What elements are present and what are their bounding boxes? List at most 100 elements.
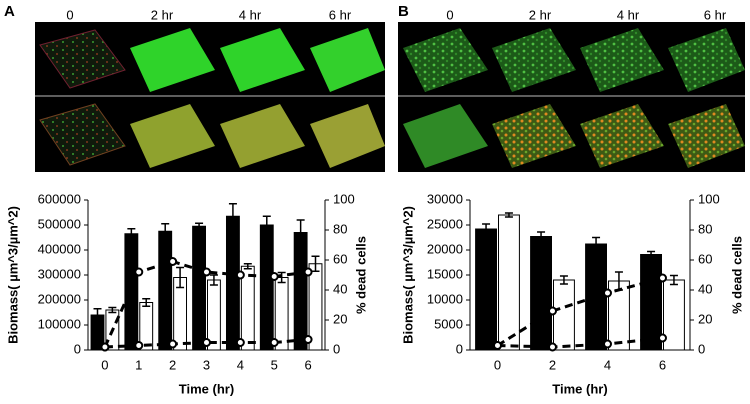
bar bbox=[530, 236, 552, 351]
error-bar bbox=[176, 266, 185, 289]
x-tick-label: 4 bbox=[237, 357, 244, 372]
bar bbox=[640, 254, 662, 351]
marker bbox=[303, 267, 313, 277]
column-header: 0 bbox=[446, 7, 453, 22]
marker bbox=[202, 267, 211, 277]
y-tick-label: 400000 bbox=[38, 241, 81, 256]
error-bar bbox=[228, 203, 237, 230]
x-tick-label: 0 bbox=[494, 357, 501, 372]
marker bbox=[269, 338, 279, 347]
marker bbox=[100, 342, 110, 352]
column-header: 2 hr bbox=[151, 7, 174, 22]
y2-tick-label: 100 bbox=[333, 191, 355, 206]
bar bbox=[124, 233, 139, 351]
x-tick-label: 4 bbox=[604, 357, 611, 372]
y-tick-label: 30000 bbox=[427, 191, 463, 206]
bar bbox=[259, 224, 274, 351]
y2-tick-label: 40 bbox=[698, 281, 712, 296]
marker bbox=[168, 257, 178, 266]
y2-tick-label: 20 bbox=[698, 311, 712, 326]
y-tick-label: 0 bbox=[74, 341, 81, 356]
y-tick-label: 100000 bbox=[38, 316, 81, 331]
error-bar bbox=[296, 219, 305, 246]
marker bbox=[134, 341, 144, 350]
image-panel-b bbox=[398, 22, 745, 172]
y-tick-label: 500000 bbox=[38, 216, 81, 231]
y2-tick-label: 40 bbox=[333, 281, 347, 296]
column-header: 4 hr bbox=[617, 7, 640, 22]
y-tick-label: 15000 bbox=[427, 266, 463, 281]
marker bbox=[235, 270, 245, 280]
column-header: 6 hr bbox=[704, 7, 727, 22]
y2-tick-label: 60 bbox=[698, 251, 712, 266]
error-bar bbox=[195, 222, 204, 230]
error-bar bbox=[243, 263, 252, 270]
bar bbox=[192, 225, 207, 351]
error-bar bbox=[161, 223, 170, 240]
bar bbox=[225, 215, 240, 351]
error-bar bbox=[482, 223, 491, 235]
marker bbox=[493, 341, 502, 350]
column-header: 6 hr bbox=[329, 7, 352, 22]
bar bbox=[158, 230, 173, 351]
x-tick-label: 1 bbox=[135, 357, 142, 372]
y-tick-label: 0 bbox=[456, 341, 463, 356]
x-axis-label: Time (hr) bbox=[179, 381, 234, 396]
x-tick-label: 3 bbox=[203, 357, 210, 372]
column-header: 4 hr bbox=[239, 7, 262, 22]
x-tick-label: 6 bbox=[659, 357, 666, 372]
error-bar bbox=[592, 236, 601, 252]
marker bbox=[202, 338, 211, 347]
x-tick-label: 2 bbox=[549, 357, 556, 372]
bar bbox=[475, 228, 498, 351]
y2-tick-label: 80 bbox=[333, 221, 347, 236]
marker bbox=[603, 288, 612, 298]
y2-axis-label: % dead cells bbox=[729, 236, 744, 314]
bar bbox=[240, 265, 255, 351]
marker bbox=[168, 339, 178, 349]
x-tick-label: 5 bbox=[271, 357, 278, 372]
panel-label: A bbox=[4, 3, 15, 20]
error-bar bbox=[559, 275, 568, 285]
marker bbox=[134, 267, 144, 277]
y2-axis-label: % dead cells bbox=[353, 236, 368, 314]
panel-label: B bbox=[398, 3, 409, 20]
x-tick-label: 0 bbox=[101, 357, 108, 372]
column-header: 2 hr bbox=[529, 7, 552, 22]
image-panel-a bbox=[35, 22, 385, 172]
y-tick-label: 200000 bbox=[38, 291, 81, 306]
y-tick-label: 600000 bbox=[38, 191, 81, 206]
marker bbox=[235, 338, 245, 347]
y2-tick-label: 60 bbox=[333, 251, 347, 266]
y2-tick-label: 0 bbox=[333, 341, 340, 356]
y-axis-label: Biomass( µm^3/µm^2) bbox=[400, 206, 415, 344]
column-header: 0 bbox=[66, 7, 73, 22]
marker bbox=[303, 335, 313, 344]
marker bbox=[548, 342, 557, 352]
line bbox=[496, 276, 663, 347]
y2-tick-label: 80 bbox=[698, 221, 712, 236]
x-tick-label: 6 bbox=[304, 357, 311, 372]
x-axis-label: Time (hr) bbox=[552, 381, 607, 396]
error-bar bbox=[647, 250, 656, 259]
error-bar bbox=[127, 228, 136, 240]
bar bbox=[498, 214, 520, 351]
error-bar bbox=[209, 274, 218, 286]
error-bar bbox=[262, 215, 271, 235]
marker bbox=[603, 339, 612, 349]
y-tick-label: 5000 bbox=[434, 316, 463, 331]
marker bbox=[269, 272, 279, 281]
y2-tick-label: 0 bbox=[698, 341, 705, 356]
error-bar bbox=[93, 308, 102, 322]
marker bbox=[658, 333, 667, 343]
y-tick-label: 300000 bbox=[38, 266, 81, 281]
error-bar bbox=[504, 212, 513, 218]
x-tick-label: 2 bbox=[169, 357, 176, 372]
y2-tick-label: 100 bbox=[698, 191, 720, 206]
line bbox=[497, 336, 663, 349]
error-bar bbox=[108, 306, 117, 314]
marker bbox=[548, 306, 557, 316]
y-tick-label: 10000 bbox=[427, 291, 463, 306]
marker bbox=[658, 273, 667, 283]
